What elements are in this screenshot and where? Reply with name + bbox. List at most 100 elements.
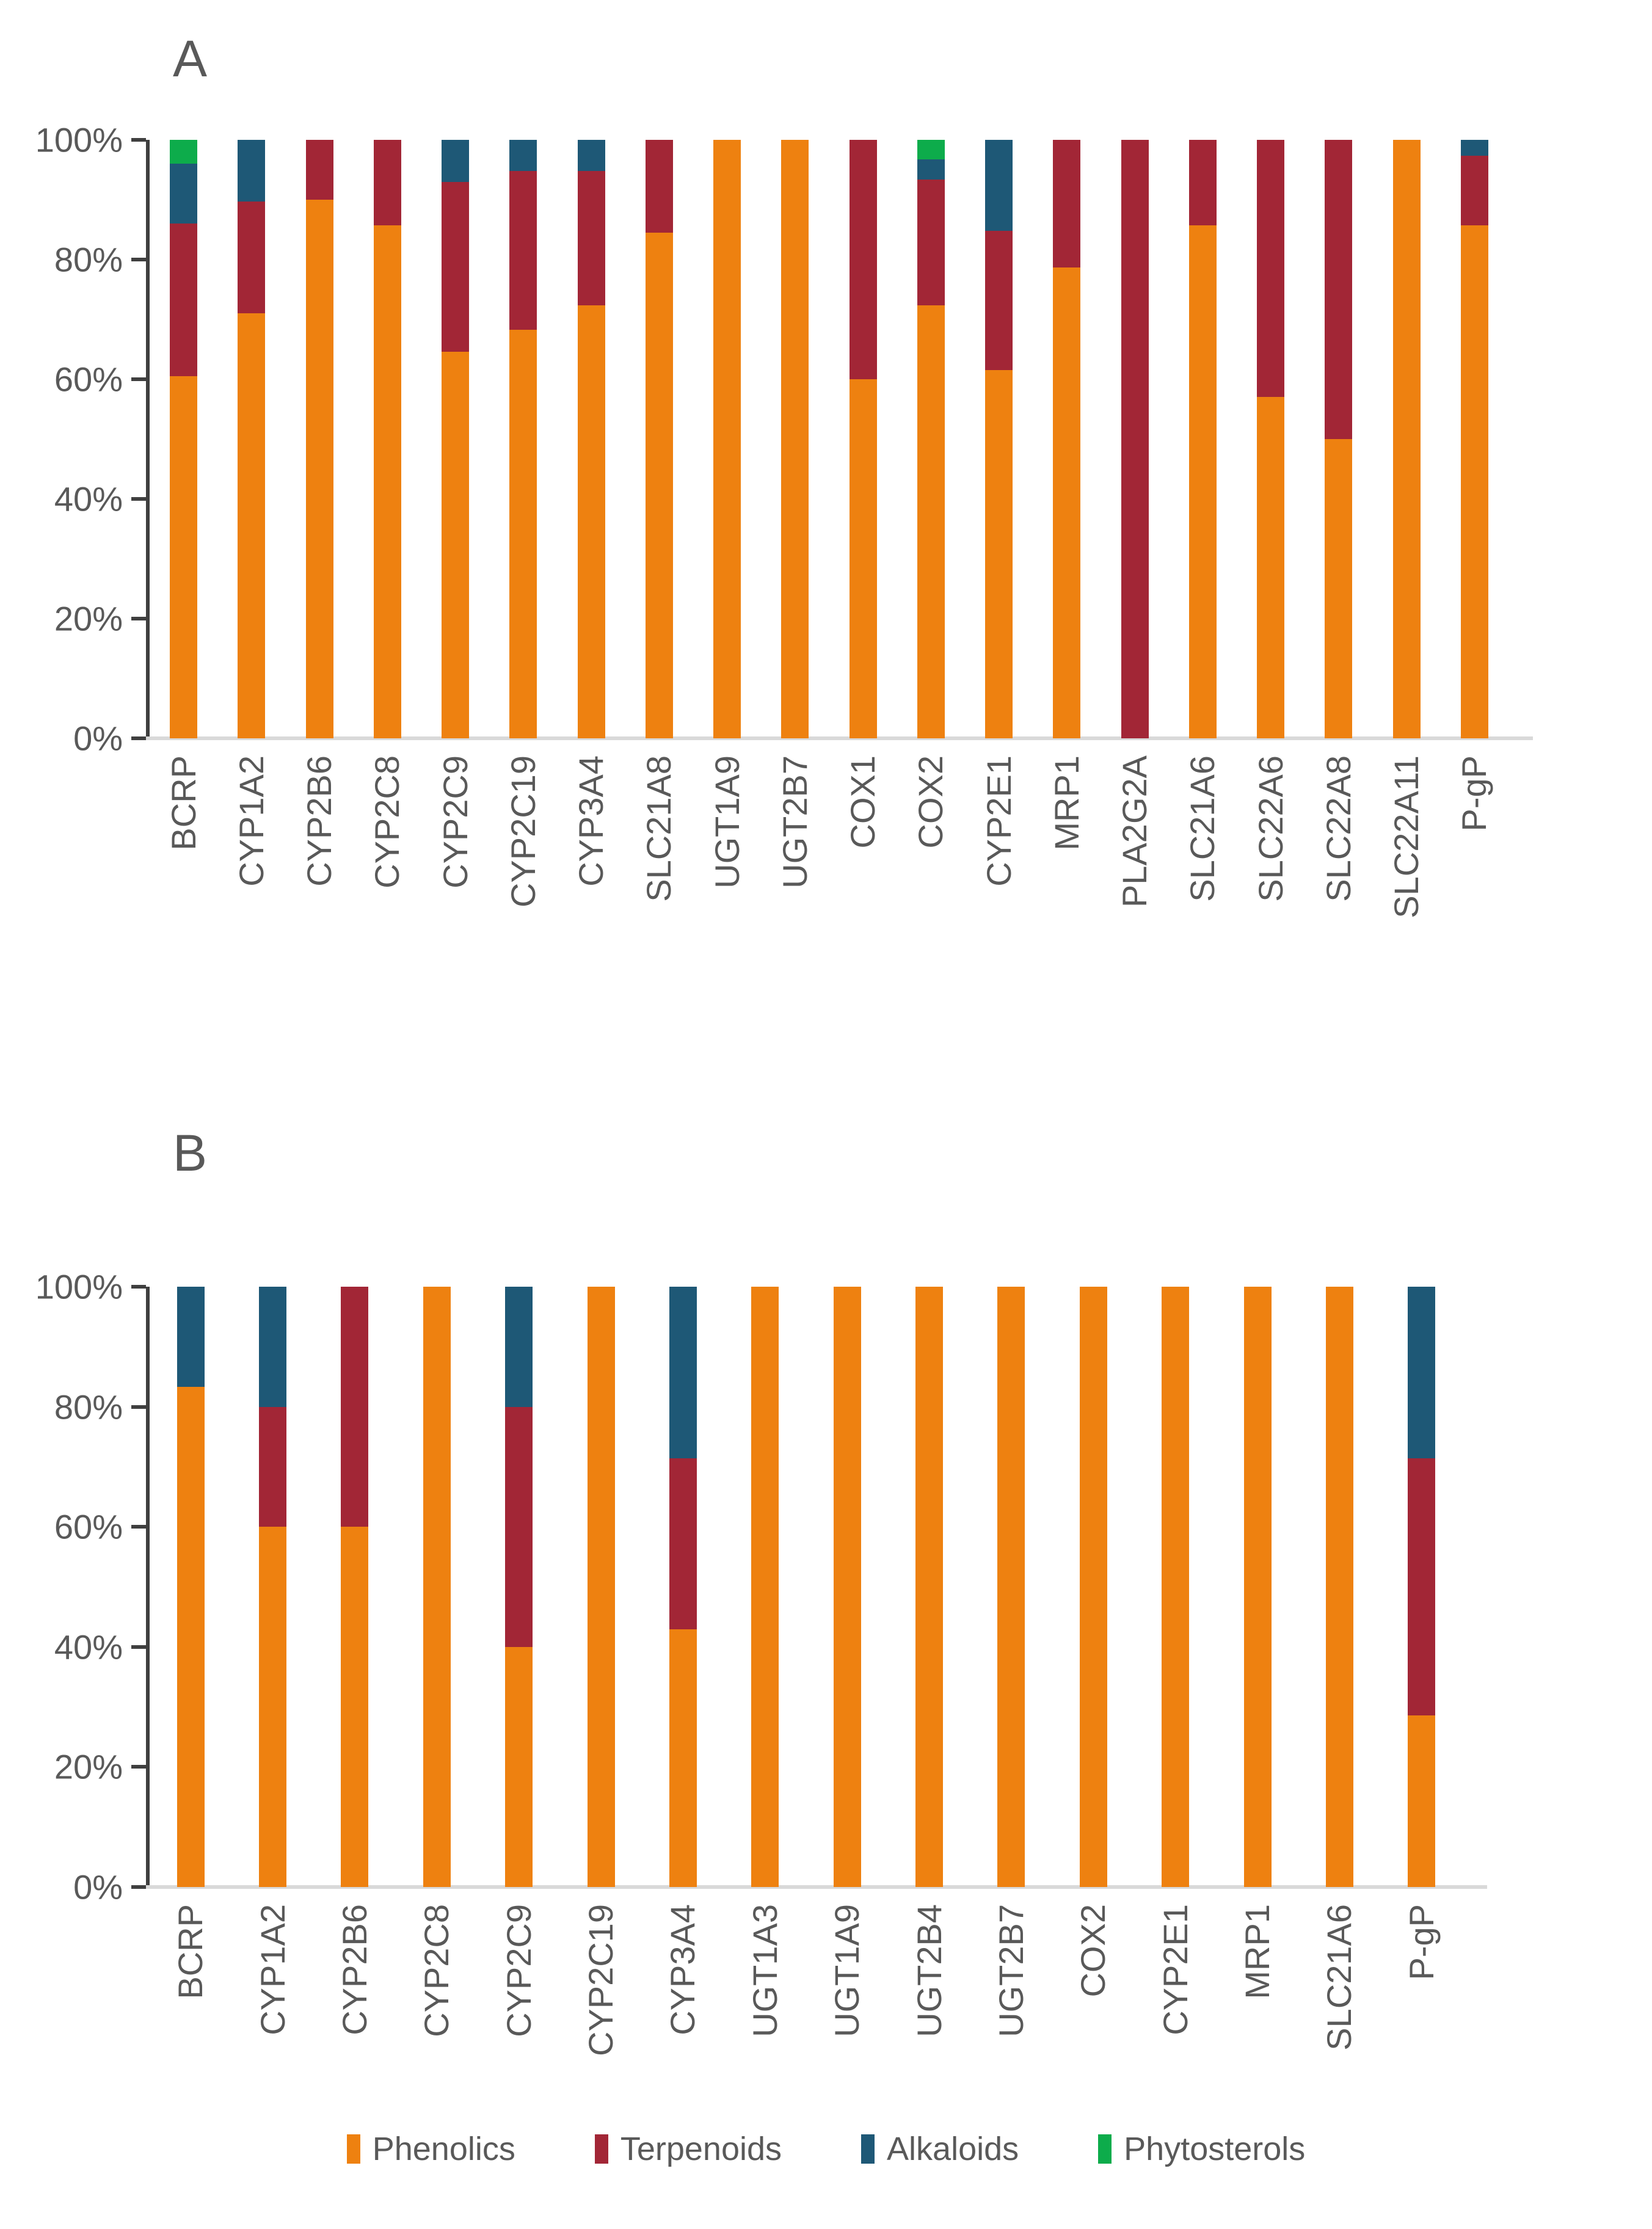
segment-alkaloids bbox=[985, 140, 1013, 231]
bar-slot bbox=[1169, 140, 1237, 738]
y-axis-tick-label: 0% bbox=[73, 1867, 123, 1907]
y-axis-tick-label: 20% bbox=[54, 599, 123, 638]
x-label-slot: SLC22A6 bbox=[1237, 755, 1304, 1024]
segment-terpenoids bbox=[1053, 140, 1081, 267]
bar-slot bbox=[1033, 140, 1101, 738]
x-axis-category-label: CYP1A2 bbox=[231, 755, 271, 887]
bar-slot bbox=[1373, 140, 1441, 738]
legend-swatch-icon bbox=[594, 2134, 608, 2164]
segment-terpenoids bbox=[849, 140, 877, 379]
segment-phenolics bbox=[423, 1287, 451, 1887]
panel-a-letter: A bbox=[173, 30, 208, 87]
segment-phenolics bbox=[587, 1287, 615, 1887]
y-axis-tick-label: 80% bbox=[54, 1387, 123, 1427]
segment-terpenoids bbox=[669, 1458, 697, 1630]
segment-phenolics bbox=[1079, 1287, 1107, 1887]
stacked-bar-PLA2G2A bbox=[1121, 140, 1149, 738]
segment-phenolics bbox=[917, 305, 945, 738]
legend-swatch-icon bbox=[346, 2134, 360, 2164]
x-axis-category-label: COX2 bbox=[911, 755, 950, 849]
x-label-slot: SLC21A8 bbox=[625, 755, 693, 1024]
legend-label: Alkaloids bbox=[887, 2131, 1019, 2167]
legend-item-phenolics: Phenolics bbox=[346, 2130, 515, 2168]
x-axis-category-label: CYP2C19 bbox=[503, 755, 542, 908]
stacked-bar-SLC21A6 bbox=[1325, 1287, 1353, 1887]
stacked-bar-SLC22A8 bbox=[1325, 140, 1353, 738]
segment-phenolics bbox=[713, 140, 741, 738]
x-label-slot: COX2 bbox=[897, 755, 965, 1024]
segment-phytosterols bbox=[917, 140, 945, 160]
bar-slot bbox=[478, 1287, 560, 1887]
stacked-bar-P-gP bbox=[1408, 1287, 1436, 1887]
x-axis-category-label: CYP2B6 bbox=[335, 1904, 374, 2035]
bar-slot bbox=[1298, 1287, 1380, 1887]
segment-terpenoids bbox=[917, 179, 945, 306]
x-label-slot: CYP1A2 bbox=[217, 755, 285, 1024]
segment-terpenoids bbox=[259, 1406, 287, 1527]
bar-slot bbox=[724, 1287, 806, 1887]
segment-phenolics bbox=[1053, 267, 1081, 738]
x-axis-category-label: UGT1A9 bbox=[707, 755, 746, 889]
x-axis-category-label: P-gP bbox=[1455, 755, 1494, 832]
bar-slot bbox=[1101, 140, 1169, 738]
stacked-bar-SLC22A11 bbox=[1392, 140, 1421, 738]
x-axis-category-label: UGT2B4 bbox=[909, 1904, 948, 2037]
y-axis-tick bbox=[131, 258, 146, 261]
bar-slot bbox=[286, 140, 354, 738]
x-axis-category-label: MRP1 bbox=[1238, 1904, 1277, 1999]
segment-phenolics bbox=[505, 1646, 533, 1887]
stacked-bar-CYP1A2 bbox=[259, 1287, 287, 1887]
x-axis-category-label: CYP2C9 bbox=[435, 755, 475, 889]
x-axis-category-label: CYP2C19 bbox=[581, 1904, 620, 2057]
x-axis-category-label: MRP1 bbox=[1047, 755, 1086, 851]
bar-slot bbox=[970, 1287, 1052, 1887]
stacked-bar-CYP2C19 bbox=[587, 1287, 615, 1887]
stacked-bar-BCRP bbox=[170, 140, 198, 738]
x-axis-category-label: CYP1A2 bbox=[253, 1904, 292, 2035]
legend: Phenolics Terpenoids Alkaloids Phytosterols bbox=[0, 2130, 1652, 2168]
segment-alkaloids bbox=[509, 140, 537, 171]
y-axis-tick bbox=[131, 1285, 146, 1289]
segment-phenolics bbox=[238, 313, 266, 738]
x-axis-category-label: CYP2C9 bbox=[499, 1904, 538, 2037]
stacked-bar-UGT2B4 bbox=[915, 1287, 944, 1887]
x-label-slot: UGT2B7 bbox=[761, 755, 829, 1024]
segment-alkaloids bbox=[238, 140, 266, 202]
segment-phenolics bbox=[373, 225, 401, 738]
segment-terpenoids bbox=[1408, 1458, 1436, 1715]
bar-slot bbox=[150, 1287, 231, 1887]
segment-terpenoids bbox=[1257, 140, 1285, 398]
x-label-slot: CYP2E1 bbox=[965, 755, 1033, 1024]
y-axis-tick bbox=[131, 1885, 146, 1889]
x-axis-category-label: COX1 bbox=[843, 755, 882, 849]
segment-phenolics bbox=[751, 1287, 779, 1887]
y-axis-line bbox=[146, 140, 150, 738]
x-label-slot: P-gP bbox=[1441, 755, 1508, 1024]
segment-phenolics bbox=[849, 379, 877, 738]
x-label-slot: CYP2C8 bbox=[354, 755, 421, 1024]
segment-terpenoids bbox=[442, 181, 470, 352]
x-axis-category-label: CYP3A4 bbox=[663, 1904, 702, 2035]
x-axis-category-label: CYP2E1 bbox=[1155, 1904, 1195, 2035]
x-axis-category-label: SLC22A6 bbox=[1251, 755, 1290, 902]
stacked-bar-CYP2E1 bbox=[1162, 1287, 1190, 1887]
x-label-slot: CYP2C9 bbox=[421, 755, 489, 1024]
segment-phenolics bbox=[781, 140, 809, 738]
segment-phenolics bbox=[985, 370, 1013, 738]
segment-terpenoids bbox=[645, 140, 673, 233]
bar-slot bbox=[1135, 1287, 1217, 1887]
stacked-bar-CYP2C9 bbox=[442, 140, 470, 738]
segment-terpenoids bbox=[341, 1287, 369, 1527]
y-axis-tick-label: 0% bbox=[73, 719, 123, 758]
chart-a-stacked-bars: 100% 80% 60% 40% 20% 0% BCRP CYP1A2 CYP2B6 CYP2C8… bbox=[35, 121, 1533, 918]
x-label-slot: MRP1 bbox=[1033, 755, 1101, 1024]
stacked-bar-CYP3A4 bbox=[577, 140, 605, 738]
segment-alkaloids bbox=[577, 140, 605, 171]
y-axis-tick-label: 60% bbox=[54, 360, 123, 399]
bar-slot bbox=[150, 140, 217, 738]
bar-slot bbox=[217, 140, 285, 738]
segment-phenolics bbox=[577, 305, 605, 738]
segment-terpenoids bbox=[985, 230, 1013, 371]
segment-phenolics bbox=[1460, 225, 1488, 738]
